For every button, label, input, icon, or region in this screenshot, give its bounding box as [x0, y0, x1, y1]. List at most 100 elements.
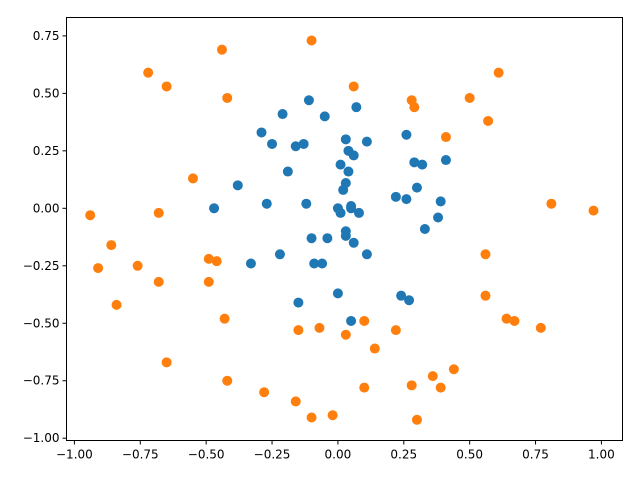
x-tick-label: −0.25 — [254, 448, 291, 462]
data-points — [85, 35, 599, 425]
series-1-point-40 — [322, 233, 333, 244]
series-1-point-27 — [209, 203, 220, 214]
x-tick-label: 0.50 — [456, 448, 483, 462]
series-1-point-4 — [277, 109, 288, 120]
x-tick-label: 1.00 — [588, 448, 615, 462]
y-tick-label: 0.00 — [33, 201, 60, 215]
series-2-point-42 — [406, 380, 417, 391]
series-1-point-44 — [245, 258, 256, 269]
series-2-point-47 — [306, 412, 317, 423]
series-2-point-18 — [106, 240, 117, 251]
series-1-point-1 — [303, 95, 314, 106]
x-tick-label: 0.00 — [325, 448, 352, 462]
series-2-point-15 — [588, 205, 599, 216]
series-1-point-49 — [404, 295, 415, 306]
series-2-point-34 — [359, 315, 370, 326]
series-2-point-5 — [222, 92, 233, 103]
series-1-point-29 — [301, 198, 312, 209]
series-2-point-6 — [348, 81, 359, 92]
y-tick-label: 0.50 — [33, 86, 60, 100]
series-1-point-18 — [417, 159, 428, 170]
series-2-point-11 — [483, 115, 494, 126]
x-tick-label: −0.75 — [122, 448, 159, 462]
series-1-point-23 — [411, 182, 422, 193]
series-2-point-1 — [306, 35, 317, 46]
series-1-point-42 — [361, 249, 372, 260]
series-2-point-13 — [187, 173, 198, 184]
x-tick-label: 0.25 — [390, 448, 417, 462]
series-1-point-41 — [348, 237, 359, 248]
series-2-point-2 — [216, 44, 227, 55]
series-2-point-24 — [153, 276, 164, 287]
series-2-point-25 — [203, 276, 214, 287]
series-2-point-16 — [85, 210, 96, 221]
series-2-point-45 — [259, 387, 270, 398]
series-2-point-48 — [327, 410, 338, 421]
series-1-point-2 — [319, 111, 330, 122]
series-2-point-20 — [132, 260, 143, 271]
x-tick-label: −1.00 — [56, 448, 93, 462]
series-1-point-22 — [232, 180, 243, 191]
series-1-point-48 — [396, 290, 407, 301]
series-1-point-6 — [267, 138, 278, 149]
series-2-point-17 — [153, 207, 164, 218]
series-2-point-9 — [464, 92, 475, 103]
series-2-point-29 — [501, 313, 512, 324]
series-2-point-33 — [314, 322, 325, 333]
series-1-point-26 — [435, 196, 446, 207]
series-1-point-28 — [261, 198, 272, 209]
x-axis-ticks: −1.00 −0.75 −0.50 −0.25 0.00 0.25 0.50 0.75 1.00 — [56, 440, 615, 462]
series-2-point-14 — [546, 198, 557, 209]
series-1-point-34 — [353, 207, 364, 218]
series-2-point-49 — [411, 414, 422, 425]
y-tick-label: 0.25 — [33, 144, 60, 158]
series-1-point-17 — [409, 157, 420, 168]
series-1-point-11 — [348, 150, 359, 161]
series-1-point-47 — [332, 288, 343, 299]
y-tick-label: −0.25 — [23, 259, 60, 273]
series-2-point-19 — [93, 263, 104, 274]
series-2-point-21 — [203, 253, 214, 264]
series-1-point-7 — [290, 141, 301, 152]
series-1-point-24 — [390, 191, 401, 202]
series-2-point-38 — [161, 357, 172, 368]
x-tick-label: 0.75 — [522, 448, 549, 462]
series-1-point-5 — [256, 127, 267, 138]
series-1-point-8 — [298, 138, 309, 149]
series-2-point-30 — [509, 315, 520, 326]
y-tick-label: −0.50 — [23, 316, 60, 330]
series-2-point-40 — [427, 371, 438, 382]
series-1-point-43 — [274, 249, 285, 260]
series-2-point-35 — [390, 325, 401, 336]
series-1-point-35 — [433, 212, 444, 223]
y-tick-label: −1.00 — [23, 431, 60, 445]
series-1-point-25 — [401, 194, 412, 205]
series-1-point-19 — [440, 155, 451, 166]
series-1-point-38 — [340, 230, 351, 241]
series-2-point-36 — [340, 329, 351, 340]
series-2-point-22 — [211, 256, 222, 267]
series-2-point-37 — [369, 343, 380, 354]
series-1-point-21 — [338, 184, 349, 195]
series-2-point-23 — [480, 249, 491, 260]
series-2-point-44 — [359, 382, 370, 393]
series-2-point-32 — [293, 325, 304, 336]
series-1-point-14 — [335, 159, 346, 170]
series-1-point-31 — [335, 207, 346, 218]
series-1-point-45 — [309, 258, 320, 269]
series-1-point-3 — [351, 102, 362, 113]
series-2-point-41 — [222, 375, 233, 386]
series-2-point-12 — [440, 132, 451, 143]
series-1-point-46 — [317, 258, 328, 269]
series-1-point-13 — [401, 129, 412, 140]
series-2-point-46 — [290, 396, 301, 407]
series-2-point-26 — [111, 299, 122, 310]
series-1-point-39 — [306, 233, 317, 244]
series-1-point-15 — [343, 166, 354, 177]
series-1-point-16 — [282, 166, 293, 177]
series-2-point-27 — [219, 313, 230, 324]
series-2-point-39 — [448, 364, 459, 375]
series-1-point-33 — [346, 201, 357, 212]
series-2-point-8 — [409, 102, 420, 113]
